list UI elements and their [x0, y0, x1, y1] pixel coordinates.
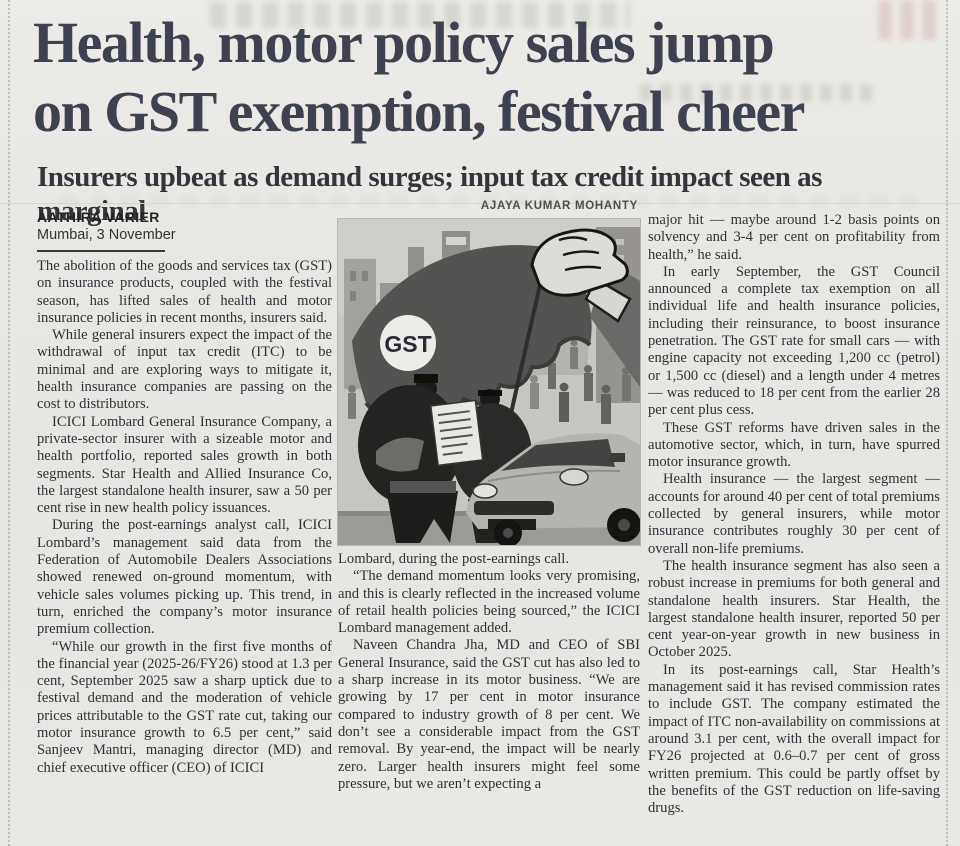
byline: AATHIRA VARIER [37, 209, 160, 225]
perforation-left [8, 0, 10, 846]
photo-credit: AJAYA KUMAR MOHANTY [480, 200, 638, 212]
article-paragraph: “While our growth in the first five mont… [37, 638, 332, 776]
subheadline: Insurers upbeat as demand surges; input … [37, 161, 822, 227]
article-paragraph: These GST reforms have driven sales in t… [648, 419, 940, 471]
illustration-canvas: GST [338, 219, 641, 547]
gst-label: GST [384, 331, 431, 357]
subhead-rule [0, 203, 960, 204]
policy-document [429, 399, 484, 467]
article-column-2: Lombard, during the post-earnings call. … [338, 551, 640, 793]
article-paragraph: Health insurance — the largest segment —… [648, 471, 940, 557]
giant-hand [530, 228, 640, 387]
article-paragraph: In early September, the GST Council anno… [648, 263, 940, 419]
headline: Health, motor policy sales jump on GST e… [33, 8, 945, 146]
article-paragraph: During the post-earnings analyst call, I… [37, 517, 332, 638]
article-paragraph: ICICI Lombard General Insurance Company,… [37, 413, 332, 517]
article-paragraph: The health insurance segment has also se… [648, 557, 940, 661]
gst-umbrella-illustration: GST [337, 218, 641, 547]
headline-line-1: Health, motor policy sales jump [33, 10, 775, 75]
dateline: Mumbai, 3 November [37, 227, 176, 243]
gst-badge: GST [380, 315, 436, 371]
article-paragraph: major hit — maybe around 1-2 basis point… [648, 212, 940, 263]
article-paragraph: While general insurers expect the impact… [37, 327, 332, 413]
article-column-3: major hit — maybe around 1-2 basis point… [648, 212, 940, 817]
article-paragraph: Lombard, during the post-earnings call. [338, 551, 570, 567]
byline-block: AATHIRA VARIER Mumbai, 3 November [37, 209, 176, 252]
article-column-1: The abolition of the goods and services … [37, 258, 332, 777]
article-paragraph: The abolition of the goods and services … [37, 258, 332, 326]
dateline-rule [37, 250, 165, 252]
article-paragraph: Naveen Chandra Jha, MD and CEO of SBI Ge… [338, 637, 640, 792]
perforation-right [946, 0, 948, 846]
article-paragraph: “The demand momentum looks very promisin… [338, 568, 640, 637]
car [466, 433, 641, 547]
headline-line-2: on GST exemption, festival cheer [33, 79, 805, 144]
article-paragraph: In its post-earnings call, Star Health’s… [648, 661, 940, 817]
